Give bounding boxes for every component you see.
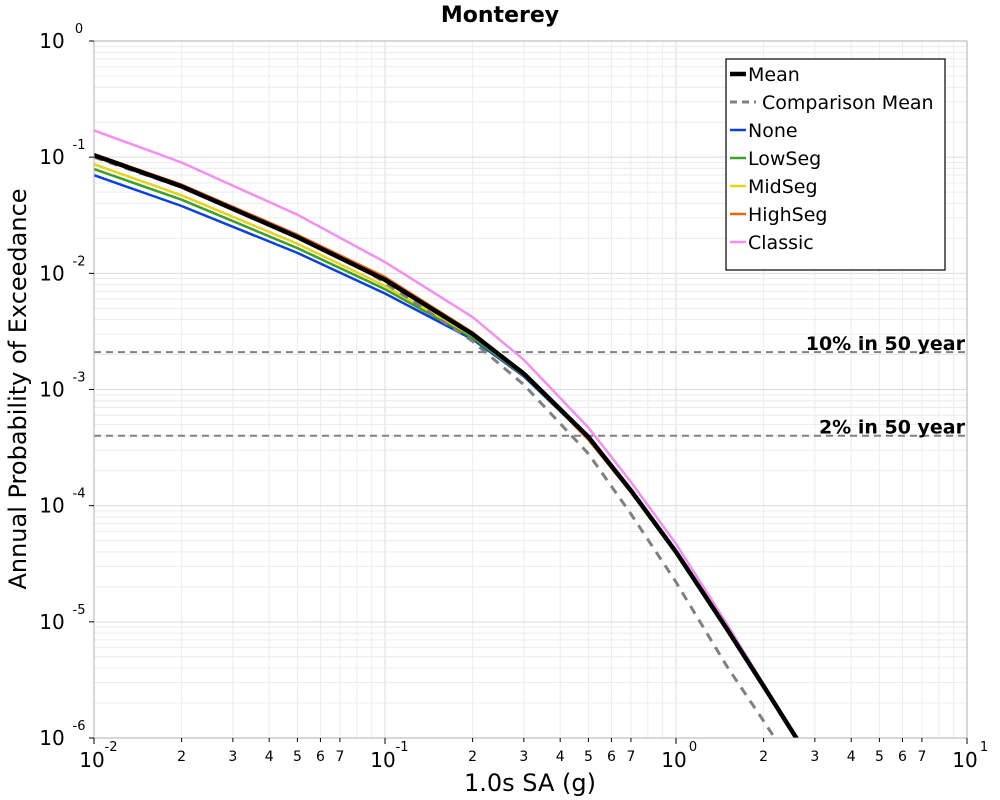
x-minor-tick-label: 4: [847, 749, 856, 765]
x-minor-tick-label: 5: [293, 749, 302, 765]
grid: [94, 41, 967, 738]
legend-label: Mean: [748, 64, 800, 86]
chart-title: Monterey: [441, 3, 559, 28]
y-axis-ticks: 10 0 10 -1 10 -2 10 -3 10 -4 10 -5 10 -6: [39, 22, 94, 750]
x-minor-tick-label: 3: [519, 749, 528, 765]
legend-label: HighSeg: [748, 204, 827, 226]
y-tick-exponent: -5: [73, 603, 86, 618]
x-minor-tick-label: 7: [917, 749, 926, 765]
legend: Mean Comparison Mean None LowSeg MidSeg HighS…: [725, 58, 946, 271]
legend-box: [725, 58, 946, 271]
plot-area: [94, 129, 799, 738]
x-minor-tick-label: 2: [759, 749, 768, 765]
y-tick-label: 10: [39, 261, 64, 285]
x-minor-tick-label: 6: [607, 749, 616, 765]
x-minor-tick-label: 7: [626, 749, 635, 765]
y-tick-label: 10: [39, 29, 64, 53]
x-tick-exponent: 1: [980, 740, 988, 755]
series-lines: [94, 129, 799, 738]
x-tick-exponent: -1: [396, 740, 409, 755]
x-minor-tick-label: 6: [898, 749, 907, 765]
y-tick-exponent: -3: [73, 371, 86, 386]
y-tick-label: 10: [39, 494, 64, 518]
legend-label: LowSeg: [748, 148, 821, 170]
x-tick-label: 10: [952, 748, 977, 772]
legend-label: None: [748, 120, 798, 142]
y-tick-label: 10: [39, 610, 64, 634]
series-line-comparison-mean: [94, 155, 777, 738]
x-minor-tick-label: 3: [228, 749, 237, 765]
y-tick-label: 10: [39, 145, 64, 169]
x-minor-tick-label: 5: [584, 749, 593, 765]
series-line-mean: [94, 153, 799, 738]
x-tick-exponent: -2: [105, 740, 118, 755]
reference-lines: 10% in 50 year 2% in 50 year: [94, 333, 967, 439]
x-minor-tick-label: 7: [335, 749, 344, 765]
y-tick-label: 10: [39, 378, 64, 402]
y-tick-exponent: -1: [73, 138, 86, 153]
x-minor-tick-label: 2: [468, 749, 477, 765]
y-tick-exponent: -4: [73, 487, 86, 502]
y-tick-exponent: -2: [73, 254, 86, 269]
x-minor-tick-label: 2: [177, 749, 186, 765]
x-tick-exponent: 0: [689, 740, 697, 755]
legend-label: Classic: [748, 232, 814, 254]
legend-label: Comparison Mean: [762, 92, 934, 114]
x-minor-tick-label: 6: [316, 749, 325, 765]
reference-line-label: 2% in 50 year: [819, 417, 966, 439]
y-tick-exponent: 0: [75, 22, 83, 37]
x-minor-tick-label: 4: [265, 749, 274, 765]
legend-label: MidSeg: [748, 176, 818, 198]
reference-line-label: 10% in 50 year: [806, 333, 966, 355]
x-axis-label: 1.0s SA (g): [464, 769, 596, 797]
y-axis-label: Annual Probability of Exceedance: [4, 188, 32, 589]
y-tick-label: 10: [39, 726, 64, 750]
x-tick-label: 10: [370, 748, 395, 772]
x-minor-tick-label: 5: [875, 749, 884, 765]
y-tick-exponent: -6: [73, 719, 86, 734]
series-line-classic: [94, 129, 798, 738]
x-tick-label: 10: [661, 748, 686, 772]
x-minor-tick-label: 3: [810, 749, 819, 765]
x-tick-label: 10: [79, 748, 104, 772]
x-minor-tick-label: 4: [556, 749, 565, 765]
